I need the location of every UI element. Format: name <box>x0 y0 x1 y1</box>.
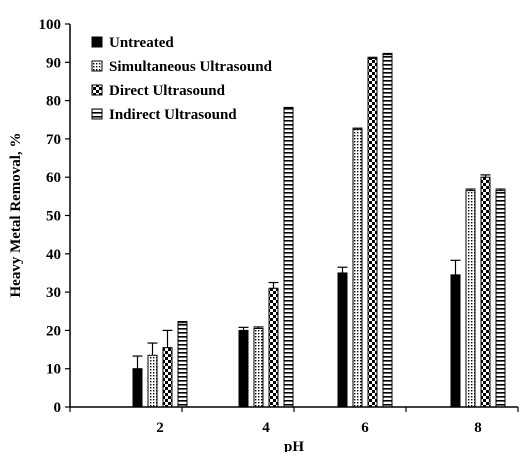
y-tick-label: 30 <box>46 285 61 301</box>
legend-swatch <box>91 60 103 72</box>
x-axis-title: pH <box>284 439 304 452</box>
bar <box>337 272 348 408</box>
x-tick-label: 2 <box>156 420 164 436</box>
bar <box>465 190 476 408</box>
bar <box>382 54 393 408</box>
bar <box>352 128 363 408</box>
y-tick-label: 80 <box>46 94 61 110</box>
legend-swatch <box>91 36 103 48</box>
y-tick-label: 90 <box>46 55 61 71</box>
bar <box>177 322 188 408</box>
y-tick-label: 20 <box>46 323 61 339</box>
x-tick-label: 8 <box>474 420 482 436</box>
bar <box>480 176 491 408</box>
legend-swatch <box>91 108 103 120</box>
error-bars-group <box>132 52 506 369</box>
bar <box>367 57 378 408</box>
y-tick-label: 0 <box>54 400 62 416</box>
y-tick-label: 60 <box>46 170 61 186</box>
y-axis-title: Heavy Metal Removal, % <box>8 133 24 298</box>
bar <box>253 327 264 408</box>
legend-label: Simultaneous Ultrasound <box>109 59 273 75</box>
legend-swatch <box>91 84 103 96</box>
x-tick-label: 6 <box>361 420 369 436</box>
bar <box>162 347 173 408</box>
legend-label: Indirect Ultrasound <box>109 107 237 123</box>
x-axis-ticks: 2 4 6 8 <box>69 407 519 436</box>
x-tick-label: 4 <box>262 420 270 436</box>
bar <box>268 287 279 408</box>
y-axis-ticks: 0 10 20 30 40 50 60 70 80 90 100 <box>39 17 70 416</box>
bar <box>450 274 461 408</box>
bar <box>283 107 294 408</box>
legend-label: Direct Ultrasound <box>109 83 226 99</box>
legend: Untreated Simultaneous Ultrasound Direct U… <box>91 35 273 123</box>
bar <box>238 329 249 408</box>
y-tick-label: 40 <box>46 247 61 263</box>
bar <box>495 190 506 408</box>
y-tick-label: 100 <box>39 17 62 33</box>
legend-label: Untreated <box>109 35 174 51</box>
y-tick-label: 10 <box>46 362 61 378</box>
y-tick-label: 70 <box>46 132 61 148</box>
y-tick-label: 50 <box>46 209 61 225</box>
bar <box>147 354 158 408</box>
bar <box>132 368 143 408</box>
